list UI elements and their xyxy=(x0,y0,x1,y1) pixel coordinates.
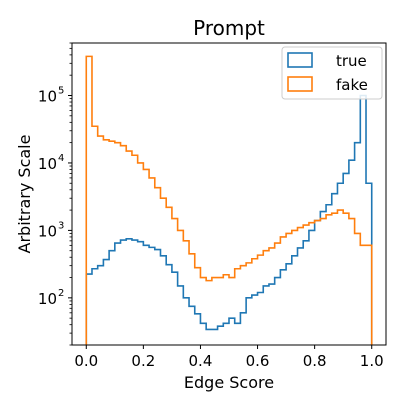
x-tick-label: 0.2 xyxy=(131,352,155,370)
legend-box xyxy=(281,46,383,100)
x-tick-label: 0.8 xyxy=(303,352,327,370)
x-axis-label: Edge Score xyxy=(184,373,274,392)
series-layer xyxy=(85,55,373,345)
y-axis-label: Arbitrary Scale xyxy=(15,135,34,254)
chart-title: Prompt xyxy=(193,16,265,40)
plot-frame xyxy=(71,42,387,346)
x-tick-label: 0.6 xyxy=(246,352,270,370)
x-tick-label: 0.0 xyxy=(74,352,98,370)
y-tick-exponent: 3 xyxy=(58,220,64,231)
y-tick-label: 10 xyxy=(38,87,57,105)
legend-swatch-fake xyxy=(287,76,313,92)
y-tick-exponent: 2 xyxy=(58,288,64,299)
series-fake-line xyxy=(85,55,373,345)
y-tick-label: 10 xyxy=(38,222,57,240)
legend: true fake xyxy=(281,46,383,100)
legend-label-true: true xyxy=(336,52,367,70)
y-tick-exponent: 5 xyxy=(58,85,64,96)
y-tick-label: 10 xyxy=(38,290,57,308)
x-tick-label: 0.4 xyxy=(189,352,213,370)
x-tick-label: 1.0 xyxy=(360,352,384,370)
legend-label-fake: fake xyxy=(336,76,368,94)
y-tick-label: 10 xyxy=(38,155,57,173)
x-axis: 0.0 0.2 0.4 0.6 0.8 1.0 xyxy=(74,345,384,370)
legend-swatch-true xyxy=(287,52,313,68)
y-tick-exponent: 4 xyxy=(58,153,64,164)
series-true-line xyxy=(85,94,373,345)
